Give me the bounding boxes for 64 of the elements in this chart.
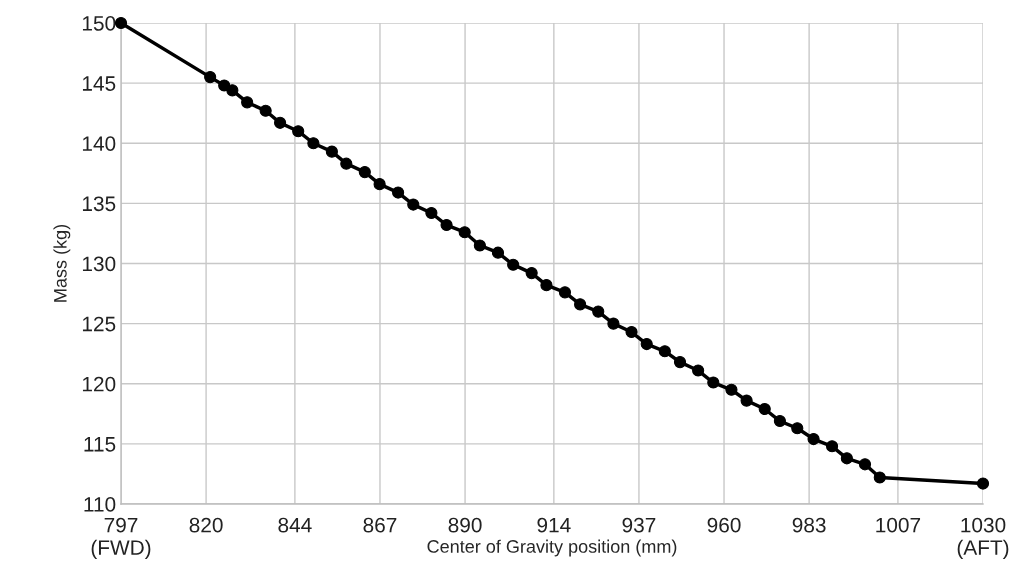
point [840, 452, 853, 465]
point [658, 345, 671, 358]
point [607, 317, 620, 330]
y-tick-label: 140 [82, 136, 116, 151]
x-tick-label: 844 [278, 517, 312, 533]
y-tick-label: 120 [82, 376, 116, 392]
point [873, 471, 886, 484]
point [707, 376, 720, 389]
point [773, 414, 786, 428]
y-tick-label: 125 [82, 316, 116, 332]
point [274, 116, 287, 129]
y-tick-label: 115 [84, 437, 116, 452]
x-tick-label: 983 [792, 517, 826, 533]
point [858, 458, 872, 471]
point [440, 218, 453, 232]
x-tick-label: 890 [448, 517, 482, 533]
point [358, 166, 371, 179]
x-tick-label: 1030 (AFT) [957, 517, 1009, 560]
x-tick-label: 797 (FWD) [91, 517, 151, 560]
point [307, 137, 320, 150]
point [325, 145, 338, 158]
point [491, 246, 505, 259]
point [592, 305, 605, 318]
point [625, 325, 638, 339]
point [507, 258, 520, 271]
y-tick-label: 130 [82, 256, 116, 272]
point [758, 402, 771, 416]
y-tick-label: 145 [82, 76, 116, 91]
point [373, 178, 386, 191]
x-axis-title: Center of Gravity position (mm) [427, 539, 677, 557]
point [574, 298, 587, 311]
x-tick-label: 867 [363, 517, 397, 533]
point [740, 394, 753, 407]
y-axis-title: Mass (kg) [53, 224, 71, 302]
point [673, 356, 687, 369]
x-tick-label: 820 [189, 517, 223, 533]
x-tick-label: 914 [537, 517, 571, 533]
point [540, 279, 553, 292]
point [558, 286, 572, 299]
y-tick-label: 150 [82, 16, 116, 31]
point [292, 125, 305, 138]
point [340, 157, 353, 170]
x-tick-label: 1007 [876, 517, 921, 533]
point [976, 477, 990, 490]
point [725, 383, 738, 396]
y-tick-label: 110 [84, 497, 116, 512]
point [241, 96, 254, 109]
point [825, 440, 839, 453]
point [473, 239, 486, 252]
point [807, 432, 820, 446]
point [791, 422, 804, 435]
point [425, 206, 438, 220]
point [692, 364, 705, 377]
point [392, 186, 405, 199]
y-tick-label: 135 [82, 196, 116, 212]
point [204, 71, 217, 84]
point [226, 84, 239, 97]
point [640, 337, 653, 351]
point [458, 226, 471, 239]
point [259, 104, 272, 117]
x-tick-label: 937 [622, 517, 656, 533]
x-tick-label: 960 [707, 517, 741, 533]
point [407, 198, 420, 211]
point [525, 267, 538, 280]
